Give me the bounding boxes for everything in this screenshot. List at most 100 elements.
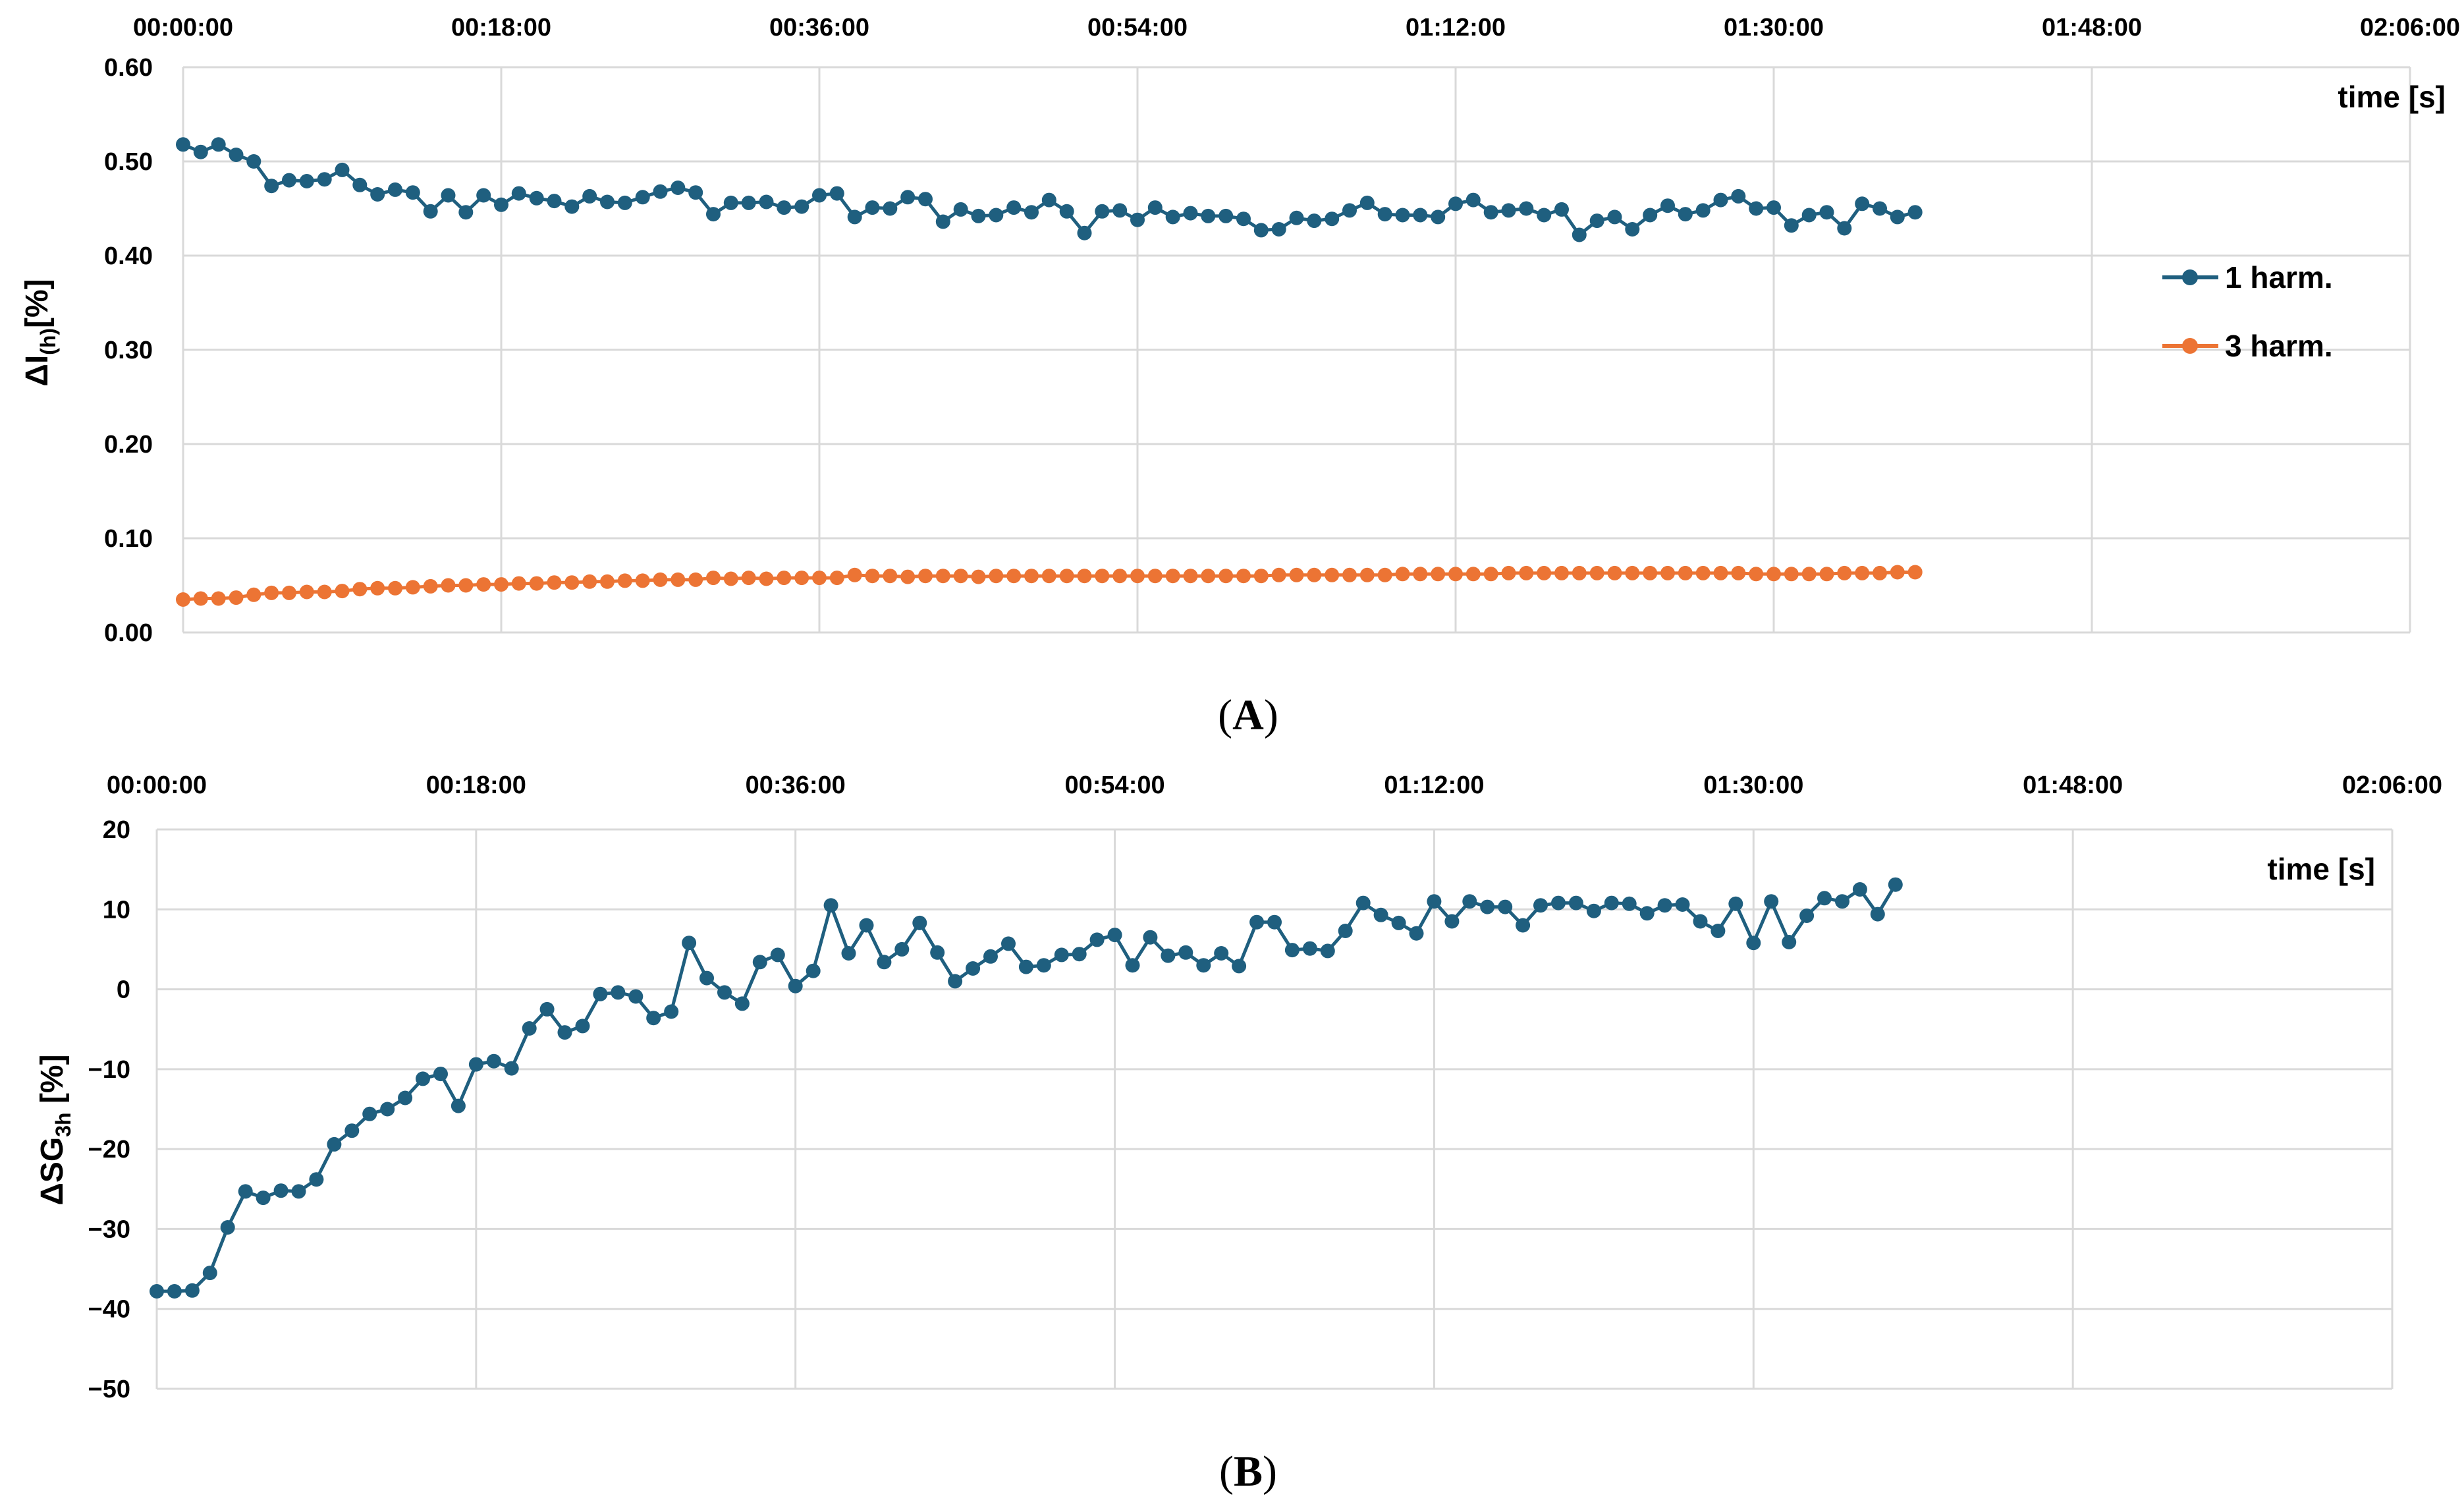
chart-a-data-point bbox=[617, 573, 632, 588]
chart-b-y-tick-label: 0 bbox=[117, 976, 130, 1004]
chart-a-data-point bbox=[176, 137, 190, 152]
chart-a-y-tick-label: 0.40 bbox=[104, 242, 153, 270]
chart-a-data-point bbox=[476, 577, 491, 592]
chart-b-data-point bbox=[788, 978, 803, 994]
chart-a-data-point bbox=[1147, 569, 1163, 584]
chart-b-data-point bbox=[646, 1011, 661, 1026]
chart-a-data-point bbox=[635, 190, 650, 205]
chart-a-data-point bbox=[777, 200, 792, 215]
chart-a-data-point bbox=[688, 572, 703, 587]
chart-a-y-axis-title-sub: (h) bbox=[36, 328, 60, 355]
chart-b-data-point bbox=[557, 1025, 572, 1040]
chart-a-data-point bbox=[1041, 192, 1056, 208]
chart-b-data-point bbox=[823, 898, 838, 913]
chart-a-data-point bbox=[193, 144, 208, 159]
chart-a-data-point bbox=[1289, 210, 1304, 225]
chart-a-data-point bbox=[352, 582, 368, 597]
chart-a-data-point bbox=[1695, 203, 1711, 218]
chart-a-data-point bbox=[1907, 205, 1923, 220]
chart-a-data-point bbox=[1130, 212, 1145, 227]
chart-b-data-point bbox=[1391, 915, 1406, 930]
chart-a-data-point bbox=[564, 575, 580, 590]
chart-a-data-point bbox=[653, 572, 668, 587]
chart-b-data-point bbox=[948, 974, 963, 989]
svg-text:ΔSG3h [%]: ΔSG3h [%] bbox=[35, 1054, 75, 1205]
chart-a-data-point bbox=[211, 591, 226, 606]
chart-a-data-point bbox=[688, 185, 703, 200]
chart-a-data-point bbox=[1607, 565, 1622, 580]
chart-a-data-point bbox=[494, 577, 508, 592]
chart-a-data-point bbox=[971, 208, 986, 223]
chart-b-y-tick-label: −30 bbox=[88, 1216, 130, 1243]
chart-a-gridlines bbox=[182, 66, 2411, 634]
chart-a-data-point bbox=[1537, 565, 1552, 580]
chart-b-data-point bbox=[877, 955, 892, 970]
chart-a-data-point bbox=[1589, 565, 1604, 580]
chart-a-data-point bbox=[458, 205, 474, 220]
chart-b-data-point bbox=[841, 946, 856, 961]
chart-a-data-point bbox=[883, 201, 898, 216]
chart-b-data-point bbox=[1320, 943, 1335, 959]
chart-b-data-point bbox=[1125, 958, 1140, 973]
chart-b-data-point bbox=[1178, 945, 1193, 960]
chart-a-data-point bbox=[1855, 196, 1870, 211]
chart-a-data-point bbox=[211, 137, 226, 152]
chart-b-data-point bbox=[1817, 891, 1832, 906]
chart-b-y-tick-labels: −50 −40 −30 −20 −10 0 10 20 bbox=[88, 816, 130, 1403]
chart-a-data-point bbox=[264, 585, 279, 600]
chart-b-x-tick-labels: 00:00:00 00:18:00 00:36:00 00:54:00 01:12:00… bbox=[107, 771, 2442, 799]
chart-b-data-point bbox=[468, 1057, 483, 1072]
chart-a-y-axis-title-unit: [%] bbox=[20, 279, 55, 328]
chart-a-data-point bbox=[1731, 188, 1746, 204]
chart-panel-b: 00:00:00 00:18:00 00:36:00 00:54:00 01:12:00… bbox=[35, 771, 2442, 1496]
chart-a-data-point bbox=[1377, 567, 1392, 582]
chart-a-data-point bbox=[1501, 565, 1516, 580]
chart-a-data-point bbox=[865, 569, 880, 584]
chart-b-data-point bbox=[628, 989, 643, 1004]
chart-b-data-point bbox=[327, 1136, 342, 1152]
chart-a-legend: 1 harm. 3 harm. bbox=[2162, 260, 2333, 363]
chart-b-data-point bbox=[859, 918, 874, 933]
chart-a-data-point bbox=[405, 580, 420, 595]
chart-b-data-point bbox=[930, 945, 945, 960]
chart-a-data-point bbox=[1377, 207, 1392, 222]
chart-a-x-tick-label: 01:48:00 bbox=[2042, 14, 2142, 42]
chart-a-data-point bbox=[635, 573, 650, 588]
chart-a-data-point bbox=[1483, 205, 1498, 220]
chart-b-data-point bbox=[1782, 935, 1797, 949]
chart-a-data-point bbox=[1801, 567, 1817, 582]
chart-a-data-point bbox=[812, 188, 827, 203]
chart-b-data-point bbox=[770, 947, 785, 963]
chart-a-data-point bbox=[494, 197, 508, 212]
chart-b-data-point bbox=[256, 1190, 271, 1206]
chart-b-data-point bbox=[734, 996, 750, 1011]
chart-a-y-tick-label: 0.30 bbox=[104, 337, 153, 364]
chart-a-data-point bbox=[1359, 195, 1375, 210]
chart-a-data-point bbox=[335, 162, 350, 177]
chart-a-data-point bbox=[1749, 201, 1764, 216]
chart-b-x-tick-label: 02:06:00 bbox=[2342, 771, 2442, 799]
chart-a-data-point bbox=[1024, 205, 1039, 220]
chart-a-data-point bbox=[1660, 198, 1675, 213]
chart-b-x-tick-label: 01:48:00 bbox=[2023, 771, 2123, 799]
chart-a-data-point bbox=[529, 576, 544, 591]
chart-a-data-point bbox=[511, 576, 526, 591]
chart-a-data-point bbox=[1572, 227, 1587, 242]
chart-b-data-point bbox=[1302, 941, 1317, 956]
chart-a-data-point bbox=[1890, 565, 1905, 580]
chart-a-data-point bbox=[1819, 205, 1834, 220]
chart-a-data-point bbox=[423, 204, 438, 219]
chart-b-data-point bbox=[1409, 926, 1424, 941]
chart-a-data-point bbox=[1907, 565, 1923, 580]
chart-a-data-point bbox=[1766, 200, 1781, 215]
chart-a-data-point bbox=[1325, 567, 1340, 582]
chart-a-data-point bbox=[918, 192, 933, 207]
chart-a-data-point bbox=[547, 194, 562, 209]
chart-a-data-point bbox=[1766, 567, 1781, 582]
chart-b-data-point bbox=[1693, 914, 1708, 929]
chart-a-data-point bbox=[1519, 565, 1534, 580]
chart-b-x-axis-title: time [s] bbox=[2267, 852, 2375, 886]
chart-a-data-point bbox=[564, 199, 580, 214]
chart-a-data-point bbox=[741, 195, 756, 210]
